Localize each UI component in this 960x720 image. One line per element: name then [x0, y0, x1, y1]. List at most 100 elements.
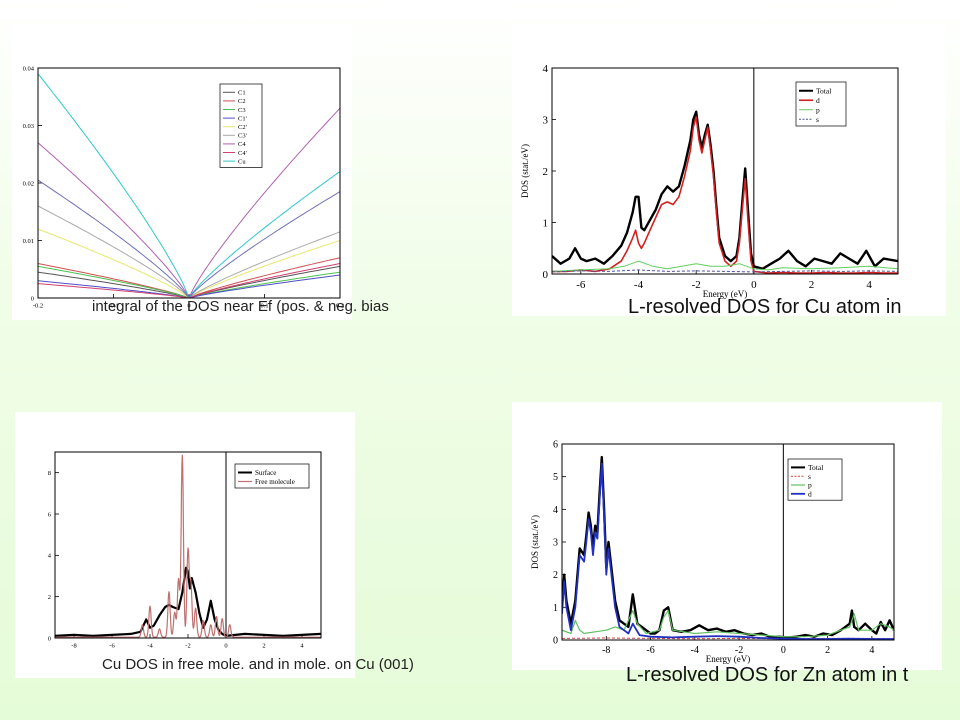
y-axis-label: DOS (stat./eV) [520, 144, 530, 198]
x-tick-label: 0 [187, 303, 190, 310]
legend-label-c2: C2 [238, 98, 246, 105]
y-tick-label: 0 [543, 269, 549, 281]
zn-ldos-caption: L-resolved DOS for Zn atom in t [626, 664, 909, 686]
series-line-s [552, 269, 898, 273]
y-tick-label: 6 [48, 511, 52, 518]
y-tick-label: 4 [543, 63, 549, 75]
plot-frame [551, 67, 899, 275]
y-tick-label: 8 [48, 470, 51, 477]
legend-label-total: Total [816, 86, 831, 95]
x-tick-label: -4 [634, 279, 644, 291]
plot-frame [37, 67, 341, 299]
x-tick-label: 0 [224, 643, 227, 650]
series-line-c1 [38, 274, 340, 298]
cu-ldos-panel: -6 -4 -2 0 2 4 0 1 2 3 4 Energy (eV) DOS (stat./eV) T… [512, 24, 946, 316]
series-line-c1 [38, 265, 340, 298]
legend-label-d: d [808, 489, 812, 498]
legend-label-cu: Cu [238, 158, 246, 165]
series-line-d [552, 116, 898, 274]
x-tick-label: 0.2 [336, 303, 344, 310]
x-tick-label: -4 [691, 645, 699, 656]
y-tick-label: 0.02 [23, 180, 34, 187]
y-tick-label: 1 [543, 217, 549, 229]
legend-label-p: p [808, 481, 812, 490]
series-group [38, 73, 340, 298]
x-tick-label: -8 [71, 643, 76, 650]
series-group [55, 454, 321, 638]
free-vs-surface-caption: Cu DOS in free mole. and in mole. on Cu … [102, 656, 414, 673]
zn-ldos-chart: -8 -6 -4 -2 0 2 4 0 1 2 3 4 5 6 Energy (eV) DOS (stat./… [530, 440, 895, 664]
series-line-p [552, 260, 898, 272]
series-line-c2 [38, 228, 340, 298]
legend-label-c1: C1 [238, 90, 246, 97]
y-tick-label: 2 [48, 594, 51, 601]
y-tick-label: 0.03 [23, 123, 34, 130]
y-tick-label: 3 [543, 114, 549, 126]
legend-label-d: d [816, 96, 820, 105]
series-line-p [562, 610, 894, 638]
cu-ldos-caption: L-resolved DOS for Cu atom in [628, 296, 902, 318]
series-line-surface [55, 566, 321, 637]
y-tick-label: 2 [543, 166, 549, 178]
x-tick-label: -2 [692, 279, 701, 291]
y-tick-label: 4 [48, 553, 52, 560]
x-tick-label: 2 [825, 645, 830, 656]
legend-label-s: s [808, 472, 811, 481]
x-tick-label: -6 [576, 279, 586, 291]
legend-box [219, 83, 263, 168]
x-axis-label: Energy (eV) [703, 289, 748, 299]
x-tick-label: -2 [735, 645, 743, 656]
legend-box [234, 463, 310, 489]
x-axis-label: Energy (eV) [706, 654, 751, 664]
integral-dos-caption: integral of the DOS near Ef (pos. & neg.… [92, 298, 389, 315]
x-tick-label: 0 [751, 279, 757, 291]
legend-label-c3: C3' [238, 133, 247, 140]
x-tick-label: -6 [646, 645, 654, 656]
y-tick-label: 2 [553, 570, 558, 581]
series-line-cu [38, 73, 340, 298]
y-tick-label: 0 [31, 295, 34, 302]
cu-ldos-chart: -6 -4 -2 0 2 4 0 1 2 3 4 Energy (eV) DOS (stat./eV) T… [520, 63, 899, 299]
series-line-c3 [38, 205, 340, 298]
series-line-c3 [38, 265, 340, 298]
series-group [562, 455, 894, 640]
x-tick-label: 0 [781, 645, 786, 656]
legend-label-p: p [816, 105, 820, 114]
series-line-total [552, 110, 898, 270]
x-tick-label: -0.2 [33, 303, 43, 310]
x-tick-label: -4 [147, 643, 153, 650]
legend-label-c1: C1' [238, 115, 247, 122]
series-group [552, 110, 898, 274]
series-line-unlabeled [38, 179, 340, 298]
series-line-free-molecule [55, 454, 321, 638]
legend-label-total: Total [808, 463, 823, 472]
free-vs-surface-panel: -8 -6 -4 -2 0 2 4 0 2 4 6 8 Surface Free molecule [15, 412, 355, 678]
integral-dos-panel: -0.2 -0.1 0 0.1 0.2 0 0.01 0.02 0.03 0.04 C1 C2 C3 C1… [12, 24, 352, 320]
legend-box [795, 81, 847, 127]
y-tick-label: 0 [553, 636, 558, 647]
legend-label-free-molecule: Free molecule [255, 478, 295, 486]
y-tick-label: 6 [553, 440, 558, 451]
series-line-c4 [38, 107, 340, 298]
plot-frame [54, 451, 322, 639]
x-tick-label: 0.1 [260, 303, 268, 310]
legend-label-c4: C4' [238, 150, 247, 157]
x-tick-label: -6 [109, 643, 115, 650]
zn-ldos-panel: -8 -6 -4 -2 0 2 4 0 1 2 3 4 5 6 Energy (eV) DOS (stat./… [512, 402, 942, 670]
series-line-c2 [38, 257, 340, 298]
x-tick-label: -8 [602, 645, 610, 656]
y-tick-label: 1 [553, 603, 558, 614]
series-line-d [562, 462, 894, 640]
y-tick-label: 0 [48, 635, 51, 642]
x-tick-label: 4 [869, 645, 874, 656]
x-tick-label: 4 [300, 643, 304, 650]
y-tick-label: 4 [553, 505, 558, 516]
legend-label-c3: C3 [238, 107, 246, 114]
plot-frame [561, 443, 895, 641]
x-tick-label: -2 [185, 643, 190, 650]
legend-label-s: s [816, 115, 819, 124]
y-axis-label: DOS (stat./eV) [530, 515, 540, 569]
x-tick-label: 2 [262, 643, 265, 650]
